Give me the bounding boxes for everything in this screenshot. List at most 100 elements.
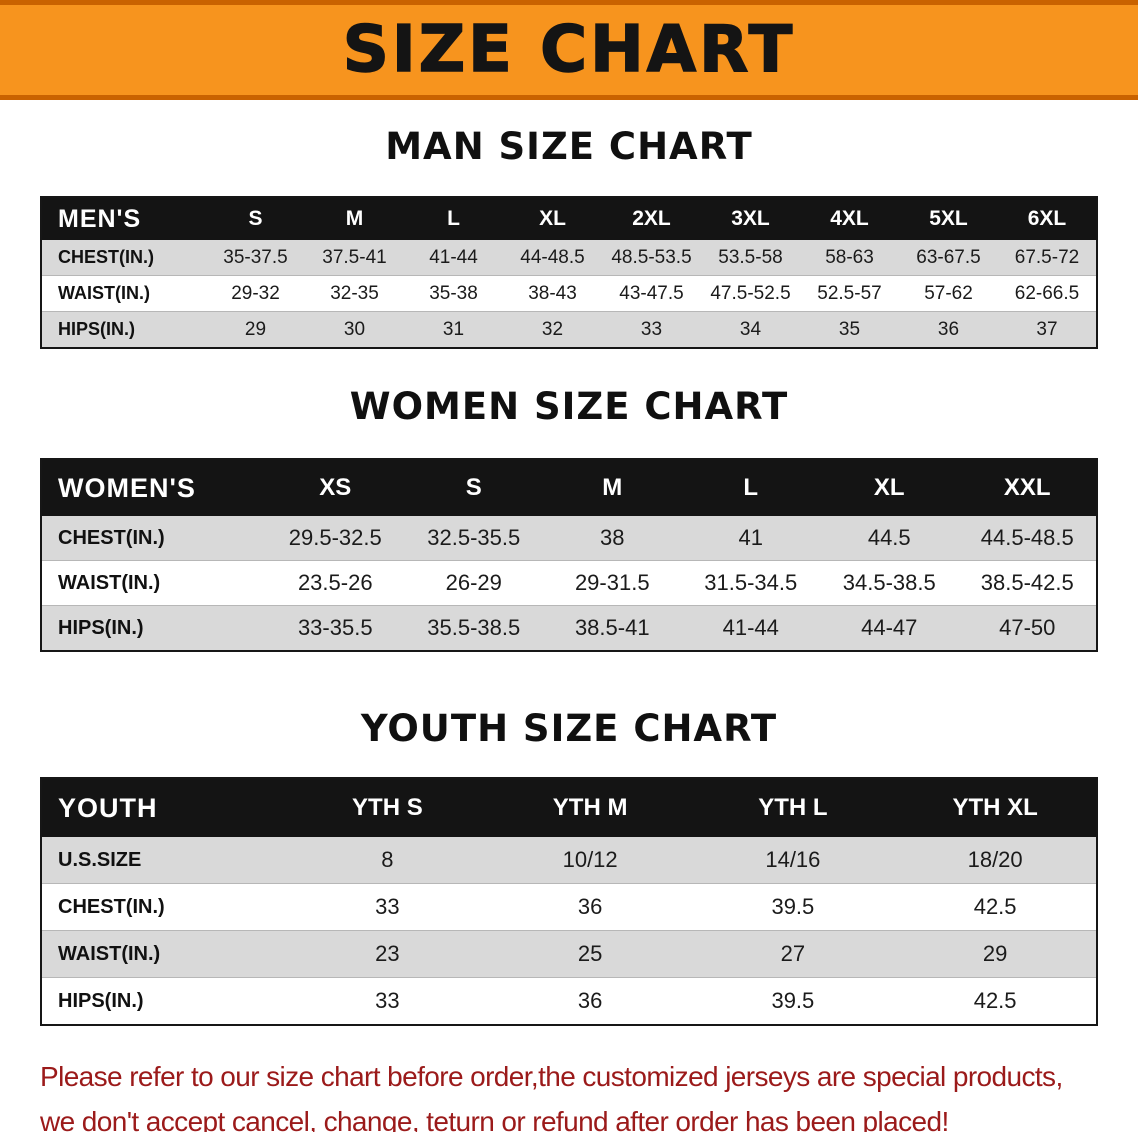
size-column-header: 3XL xyxy=(701,197,800,240)
size-cell: 62-66.5 xyxy=(1014,282,1080,304)
size-cell: 35-37.5 xyxy=(223,246,288,268)
size-cell: 38-43 xyxy=(528,282,577,304)
size-cell: 27 xyxy=(780,941,806,966)
row-label: HIPS(IN.) xyxy=(58,319,136,339)
size-cell: 36 xyxy=(577,894,603,919)
size-cell: 8 xyxy=(381,847,394,872)
size-cell: 32-35 xyxy=(330,282,379,304)
size-cell: 38 xyxy=(600,525,625,550)
youth-size-table: YOUTH YTH S YTH M YTH L YTH XL U.S.SIZE … xyxy=(40,777,1098,1026)
size-cell: 32.5-35.5 xyxy=(427,525,521,550)
size-cell: 36 xyxy=(937,318,960,340)
men-size-table: MEN'S S M L XL 2XL 3XL 4XL 5XL 6XL CHEST… xyxy=(40,196,1098,349)
size-cell: 30 xyxy=(343,318,366,340)
footer-line-2: we don't accept cancel, change, teturn o… xyxy=(40,1106,949,1132)
table-row: CHEST(IN.) 35-37.5 37.5-41 41-44 44-48.5… xyxy=(41,240,1097,276)
table-row: WAIST(IN.) 29-32 32-35 35-38 38-43 43-47… xyxy=(41,275,1097,312)
size-cell: 33 xyxy=(375,894,400,919)
table-row: CHEST(IN.) 29.5-32.5 32.5-35.5 38 41 44.… xyxy=(41,516,1097,561)
row-label: WAIST(IN.) xyxy=(58,571,161,594)
size-column-header: 2XL xyxy=(602,197,701,240)
size-cell: 33-35.5 xyxy=(297,615,373,640)
size-column-header: YTH XL xyxy=(894,778,1097,837)
size-column-header: M xyxy=(543,459,682,516)
row-label: HIPS(IN.) xyxy=(58,989,144,1012)
row-label: CHEST(IN.) xyxy=(58,247,154,267)
size-column-header: XS xyxy=(266,459,405,516)
size-cell: 47-50 xyxy=(999,615,1056,640)
size-cell: 35 xyxy=(838,318,861,340)
size-cell: 42.5 xyxy=(973,988,1017,1013)
size-column-header: XL xyxy=(503,197,602,240)
size-cell: 58-63 xyxy=(825,246,874,268)
size-cell: 26-29 xyxy=(445,570,502,595)
size-cell: 63-67.5 xyxy=(916,246,981,268)
row-label: CHEST(IN.) xyxy=(58,895,165,918)
table-header-row: WOMEN'S XS S M L XL XXL xyxy=(41,459,1097,516)
table-row: HIPS(IN.) 33 36 39.5 42.5 xyxy=(41,977,1097,1025)
size-cell: 47.5-52.5 xyxy=(710,282,791,304)
men-corner-label: MEN'S xyxy=(41,197,206,240)
size-column-header: 6XL xyxy=(998,197,1097,240)
size-cell: 35-38 xyxy=(429,282,478,304)
table-header-row: MEN'S S M L XL 2XL 3XL 4XL 5XL 6XL xyxy=(41,197,1097,240)
size-cell: 23.5-26 xyxy=(297,570,373,595)
size-cell: 29.5-32.5 xyxy=(288,525,382,550)
footer-note: Please refer to our size chart before or… xyxy=(40,1054,1138,1132)
table-row: HIPS(IN.) 33-35.5 35.5-38.5 38.5-41 41-4… xyxy=(41,605,1097,651)
size-cell: 48.5-53.5 xyxy=(611,246,692,268)
size-cell: 53.5-58 xyxy=(718,246,783,268)
size-cell: 52.5-57 xyxy=(817,282,882,304)
row-label: CHEST(IN.) xyxy=(58,526,165,549)
table-row: U.S.SIZE 8 10/12 14/16 18/20 xyxy=(41,837,1097,884)
size-cell: 57-62 xyxy=(924,282,973,304)
size-cell: 67.5-72 xyxy=(1014,246,1080,268)
size-cell: 34 xyxy=(739,318,762,340)
youth-corner-label: YOUTH xyxy=(41,778,286,837)
size-column-header: 5XL xyxy=(899,197,998,240)
table-row: CHEST(IN.) 33 36 39.5 42.5 xyxy=(41,883,1097,931)
size-cell: 42.5 xyxy=(973,894,1017,919)
size-cell: 38.5-42.5 xyxy=(980,570,1074,595)
row-label: WAIST(IN.) xyxy=(58,283,150,303)
size-column-header: S xyxy=(206,197,305,240)
size-column-header: XXL xyxy=(958,459,1097,516)
size-cell: 37.5-41 xyxy=(322,246,387,268)
size-cell: 29-32 xyxy=(231,282,280,304)
size-cell: 44-48.5 xyxy=(520,246,585,268)
size-column-header: S xyxy=(404,459,543,516)
size-column-header: XL xyxy=(820,459,959,516)
size-cell: 43-47.5 xyxy=(619,282,684,304)
table-row: WAIST(IN.) 23.5-26 26-29 29-31.5 31.5-34… xyxy=(41,560,1097,606)
size-column-header: YTH L xyxy=(691,778,895,837)
size-cell: 37 xyxy=(1036,318,1058,340)
size-cell: 38.5-41 xyxy=(574,615,650,640)
size-cell: 33 xyxy=(640,318,663,340)
size-cell: 18/20 xyxy=(967,847,1023,872)
banner: SIZE CHART xyxy=(0,0,1138,100)
size-cell: 41-44 xyxy=(429,246,478,268)
size-cell: 31 xyxy=(442,318,465,340)
size-cell: 34.5-38.5 xyxy=(842,570,936,595)
row-label: HIPS(IN.) xyxy=(58,616,144,639)
size-cell: 29-31.5 xyxy=(574,570,650,595)
table-row: HIPS(IN.) 29 30 31 32 33 34 35 36 37 xyxy=(41,311,1097,348)
table-row: WAIST(IN.) 23 25 27 29 xyxy=(41,930,1097,978)
size-cell: 32 xyxy=(541,318,564,340)
size-column-header: YTH M xyxy=(488,778,692,837)
size-cell: 31.5-34.5 xyxy=(704,570,798,595)
size-column-header: L xyxy=(681,459,820,516)
row-label: U.S.SIZE xyxy=(58,848,142,871)
size-cell: 44.5 xyxy=(867,525,911,550)
men-chart-heading: MAN SIZE CHART xyxy=(385,125,753,168)
size-cell: 29 xyxy=(244,318,267,340)
size-cell: 29 xyxy=(982,941,1008,966)
size-column-header: YTH S xyxy=(286,778,489,837)
size-cell: 14/16 xyxy=(765,847,821,872)
size-cell: 33 xyxy=(375,988,400,1013)
size-cell: 23 xyxy=(375,941,400,966)
size-cell: 35.5-38.5 xyxy=(427,615,521,640)
size-cell: 44.5-48.5 xyxy=(980,525,1074,550)
size-cell: 41 xyxy=(738,525,763,550)
